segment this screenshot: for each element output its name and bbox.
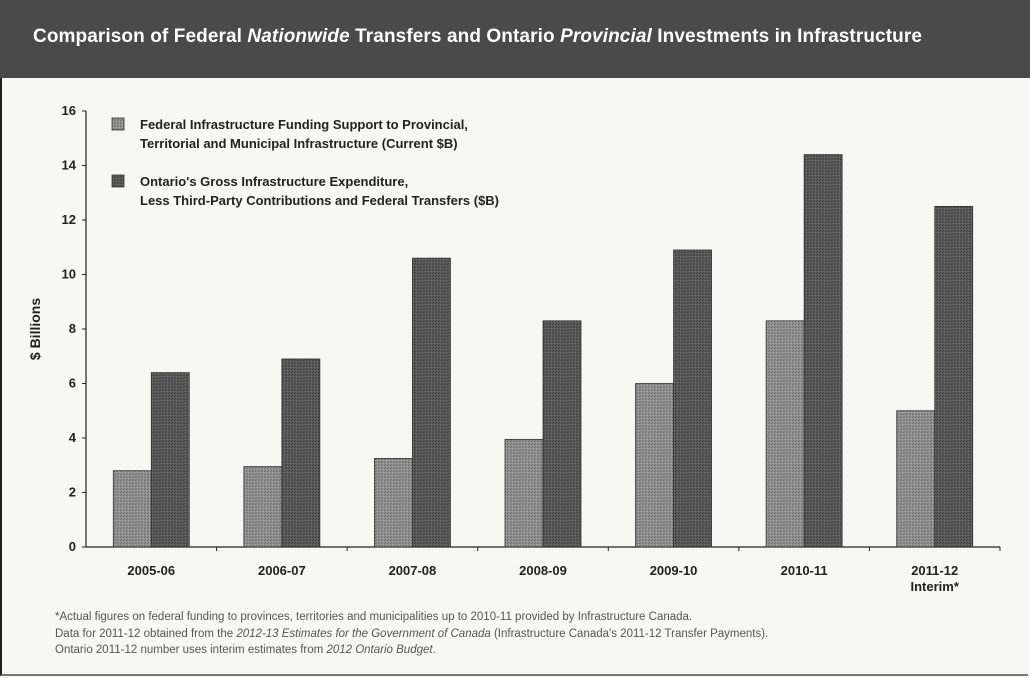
x-tick-label: 2008-09	[519, 563, 567, 578]
title-part: Nationwide	[247, 26, 350, 47]
x-tick-label: 2007-08	[389, 563, 437, 578]
y-tick-label: 10	[62, 267, 76, 282]
y-tick-label: 8	[69, 321, 76, 336]
bar-series-1	[243, 466, 283, 548]
footnote-text: (Infrastructure Canada's 2011-12 Transfe…	[490, 627, 769, 640]
y-tick-label: 2	[69, 485, 76, 500]
y-tick-label: 4	[69, 430, 77, 445]
y-tick-label: 0	[69, 539, 76, 554]
bar-series-2	[281, 358, 321, 548]
x-tick-label: 2009-10	[650, 563, 698, 578]
bar-series-1	[374, 458, 413, 548]
footnote-text: 2012 Ontario Budget	[326, 644, 433, 656]
legend-label: Less Third-Party Contributions and Feder…	[140, 193, 499, 208]
y-tick-label: 14	[62, 158, 77, 173]
title-part: Investments in Infrastructure	[651, 26, 923, 47]
footnote-line: *Actual figures on federal funding to pr…	[55, 609, 1025, 626]
footnote-text: 2012-13 Estimates for the Government of …	[236, 627, 491, 640]
title-part: Comparison of Federal	[33, 26, 248, 47]
legend-label: Territorial and Municipal Infrastructure…	[140, 136, 458, 151]
y-tick-label: 16	[62, 103, 76, 118]
x-tick-label: 2006-07	[258, 563, 306, 578]
title-part: Transfers and Ontario	[349, 26, 561, 47]
footnote-line: Data for 2011-12 obtained from the 2012-…	[55, 626, 1025, 643]
bar-series-1	[635, 383, 674, 548]
x-tick-label: 2010-11	[781, 563, 828, 578]
bar-series-1	[504, 438, 544, 548]
footnote: *Actual figures on federal funding to pr…	[55, 609, 1025, 659]
x-tick-label: 2011-12	[911, 563, 958, 578]
title-part: Provincial	[560, 26, 652, 47]
footnote-text: Data for 2011-12 obtained from the	[55, 627, 237, 640]
legend-label: Federal Infrastructure Funding Support t…	[140, 117, 468, 132]
legend-label: Ontario's Gross Infrastructure Expenditu…	[140, 174, 408, 189]
footnote-line: Ontario 2011-12 number uses interim esti…	[55, 642, 1025, 659]
x-tick-label: 2005-06	[127, 563, 175, 578]
bar-series-2	[803, 154, 843, 548]
bar-series-1	[765, 320, 805, 548]
bar-chart: 0 2 4 6 8 10 12 14 16 $ Billions 2005-06 2006-07 200…	[27, 103, 1001, 594]
y-tick-label: 12	[62, 212, 76, 227]
chart-title: Comparison of Federal Nationwide Transfe…	[33, 26, 922, 48]
y-axis-label: $ Billions	[27, 298, 43, 360]
bar-series-1	[896, 410, 936, 548]
footnote-text: .	[432, 644, 436, 656]
y-tick-label: 6	[69, 376, 76, 391]
legend-swatch	[111, 174, 125, 188]
footnote-text: *Actual figures on federal funding to pr…	[55, 611, 693, 623]
bar-series-2	[934, 205, 974, 548]
title-banner: Comparison of Federal Nationwide Transfe…	[0, 0, 1030, 78]
x-tick-label: Interim*	[911, 579, 960, 594]
bar-series-2	[542, 320, 582, 548]
legend-swatch	[111, 117, 125, 131]
bar-series-2	[673, 249, 712, 548]
bar-series-1	[112, 470, 152, 548]
footnote-text: Ontario 2011-12 number uses interim esti…	[55, 644, 327, 656]
bar-series-2	[150, 372, 190, 548]
bar-series-2	[412, 257, 451, 548]
